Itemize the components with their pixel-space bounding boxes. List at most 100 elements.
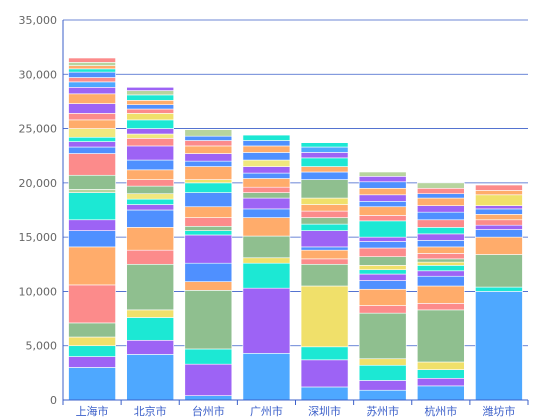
- bar-segment[interactable]: [242, 172, 291, 179]
- bar-segment[interactable]: [126, 169, 174, 180]
- bar-segment[interactable]: [68, 141, 116, 148]
- bar-segment[interactable]: [126, 90, 174, 96]
- bar-segment[interactable]: [184, 225, 233, 231]
- bar-segment[interactable]: [126, 354, 174, 401]
- bar-segment[interactable]: [475, 219, 523, 226]
- bar-segment[interactable]: [300, 285, 349, 348]
- bar-segment[interactable]: [358, 273, 407, 281]
- bar-segment[interactable]: [184, 179, 233, 184]
- bar-segment[interactable]: [68, 136, 116, 142]
- bar-segment[interactable]: [68, 153, 116, 176]
- bar-segment[interactable]: [475, 236, 523, 255]
- bar-segment[interactable]: [358, 215, 407, 222]
- bar-segment[interactable]: [358, 256, 407, 266]
- bar-segment[interactable]: [126, 263, 174, 311]
- bar-segment[interactable]: [242, 178, 291, 188]
- bar-segment[interactable]: [126, 119, 174, 129]
- bar-segment[interactable]: [68, 336, 116, 347]
- bar-segment[interactable]: [300, 152, 349, 159]
- bar-segment[interactable]: [126, 309, 174, 318]
- bar-segment[interactable]: [242, 353, 291, 401]
- bar-segment[interactable]: [358, 364, 407, 381]
- bar-segment[interactable]: [184, 363, 233, 396]
- bar-segment[interactable]: [68, 219, 116, 231]
- bar-segment[interactable]: [126, 339, 174, 355]
- bar-segment[interactable]: [242, 152, 291, 161]
- bar-segment[interactable]: [358, 312, 407, 360]
- bar-segment[interactable]: [417, 270, 465, 277]
- bar-segment[interactable]: [417, 377, 465, 387]
- bar-segment[interactable]: [68, 65, 116, 70]
- bar-segment[interactable]: [475, 254, 523, 288]
- bar-segment[interactable]: [242, 262, 291, 289]
- bar-segment[interactable]: [126, 87, 174, 91]
- bar-segment[interactable]: [358, 247, 407, 257]
- bar-segment[interactable]: [68, 68, 116, 73]
- bar-segment[interactable]: [475, 229, 523, 238]
- bar-segment[interactable]: [358, 288, 407, 306]
- bar-segment[interactable]: [242, 197, 291, 210]
- bar-segment[interactable]: [358, 171, 407, 177]
- bar-segment[interactable]: [242, 235, 291, 259]
- bar-segment[interactable]: [417, 197, 465, 206]
- bar-segment[interactable]: [184, 234, 233, 264]
- bar-segment[interactable]: [126, 100, 174, 105]
- bar-segment[interactable]: [300, 197, 349, 205]
- bar-segment[interactable]: [126, 179, 174, 187]
- bar-segment[interactable]: [184, 206, 233, 218]
- bar-segment[interactable]: [68, 93, 116, 104]
- bar-segment[interactable]: [417, 211, 465, 221]
- bar-segment[interactable]: [417, 385, 465, 401]
- bar-segment[interactable]: [126, 193, 174, 200]
- bar-segment[interactable]: [300, 204, 349, 212]
- bar-segment[interactable]: [358, 265, 407, 271]
- bar-segment[interactable]: [358, 206, 407, 216]
- bar-segment[interactable]: [417, 193, 465, 199]
- bar-stack[interactable]: [300, 142, 349, 401]
- bar-segment[interactable]: [184, 135, 233, 141]
- bar-segment[interactable]: [126, 209, 174, 228]
- bar-segment[interactable]: [68, 71, 116, 78]
- bar-segment[interactable]: [417, 205, 465, 213]
- bar-segment[interactable]: [68, 62, 116, 66]
- bar-segment[interactable]: [184, 348, 233, 365]
- bar-segment[interactable]: [358, 305, 407, 314]
- bar-segment[interactable]: [126, 94, 174, 101]
- bar-segment[interactable]: [300, 386, 349, 401]
- bar-segment[interactable]: [68, 146, 116, 154]
- bar-segment[interactable]: [242, 134, 291, 141]
- bar-segment[interactable]: [475, 194, 523, 206]
- bar-segment[interactable]: [68, 284, 116, 324]
- bar-segment[interactable]: [68, 103, 116, 114]
- bar-segment[interactable]: [358, 194, 407, 202]
- bar-segment[interactable]: [126, 138, 174, 147]
- bar-segment[interactable]: [68, 77, 116, 83]
- bar-segment[interactable]: [184, 395, 233, 401]
- bar-segment[interactable]: [300, 263, 349, 287]
- bar-stack[interactable]: [68, 57, 116, 401]
- bar-segment[interactable]: [475, 224, 523, 230]
- bar-segment[interactable]: [68, 356, 116, 368]
- bar-segment[interactable]: [358, 358, 407, 366]
- bar-segment[interactable]: [184, 182, 233, 193]
- bar-segment[interactable]: [126, 159, 174, 171]
- bar-segment[interactable]: [300, 249, 349, 260]
- bar-segment[interactable]: [68, 322, 116, 338]
- bar-segment[interactable]: [417, 187, 465, 195]
- bar-segment[interactable]: [300, 217, 349, 225]
- bar-segment[interactable]: [417, 219, 465, 228]
- bar-segment[interactable]: [184, 153, 233, 162]
- bar-segment[interactable]: [358, 269, 407, 275]
- bar-segment[interactable]: [242, 217, 291, 237]
- bar-segment[interactable]: [300, 359, 349, 388]
- bar-segment[interactable]: [126, 104, 174, 110]
- bar-segment[interactable]: [300, 166, 349, 173]
- bar-segment[interactable]: [358, 201, 407, 208]
- bar-segment[interactable]: [358, 389, 407, 401]
- bar-segment[interactable]: [475, 205, 523, 210]
- bar-segment[interactable]: [300, 142, 349, 148]
- bar-segment[interactable]: [68, 192, 116, 221]
- bar-segment[interactable]: [358, 181, 407, 189]
- bar-segment[interactable]: [242, 208, 291, 218]
- bar-segment[interactable]: [475, 286, 523, 292]
